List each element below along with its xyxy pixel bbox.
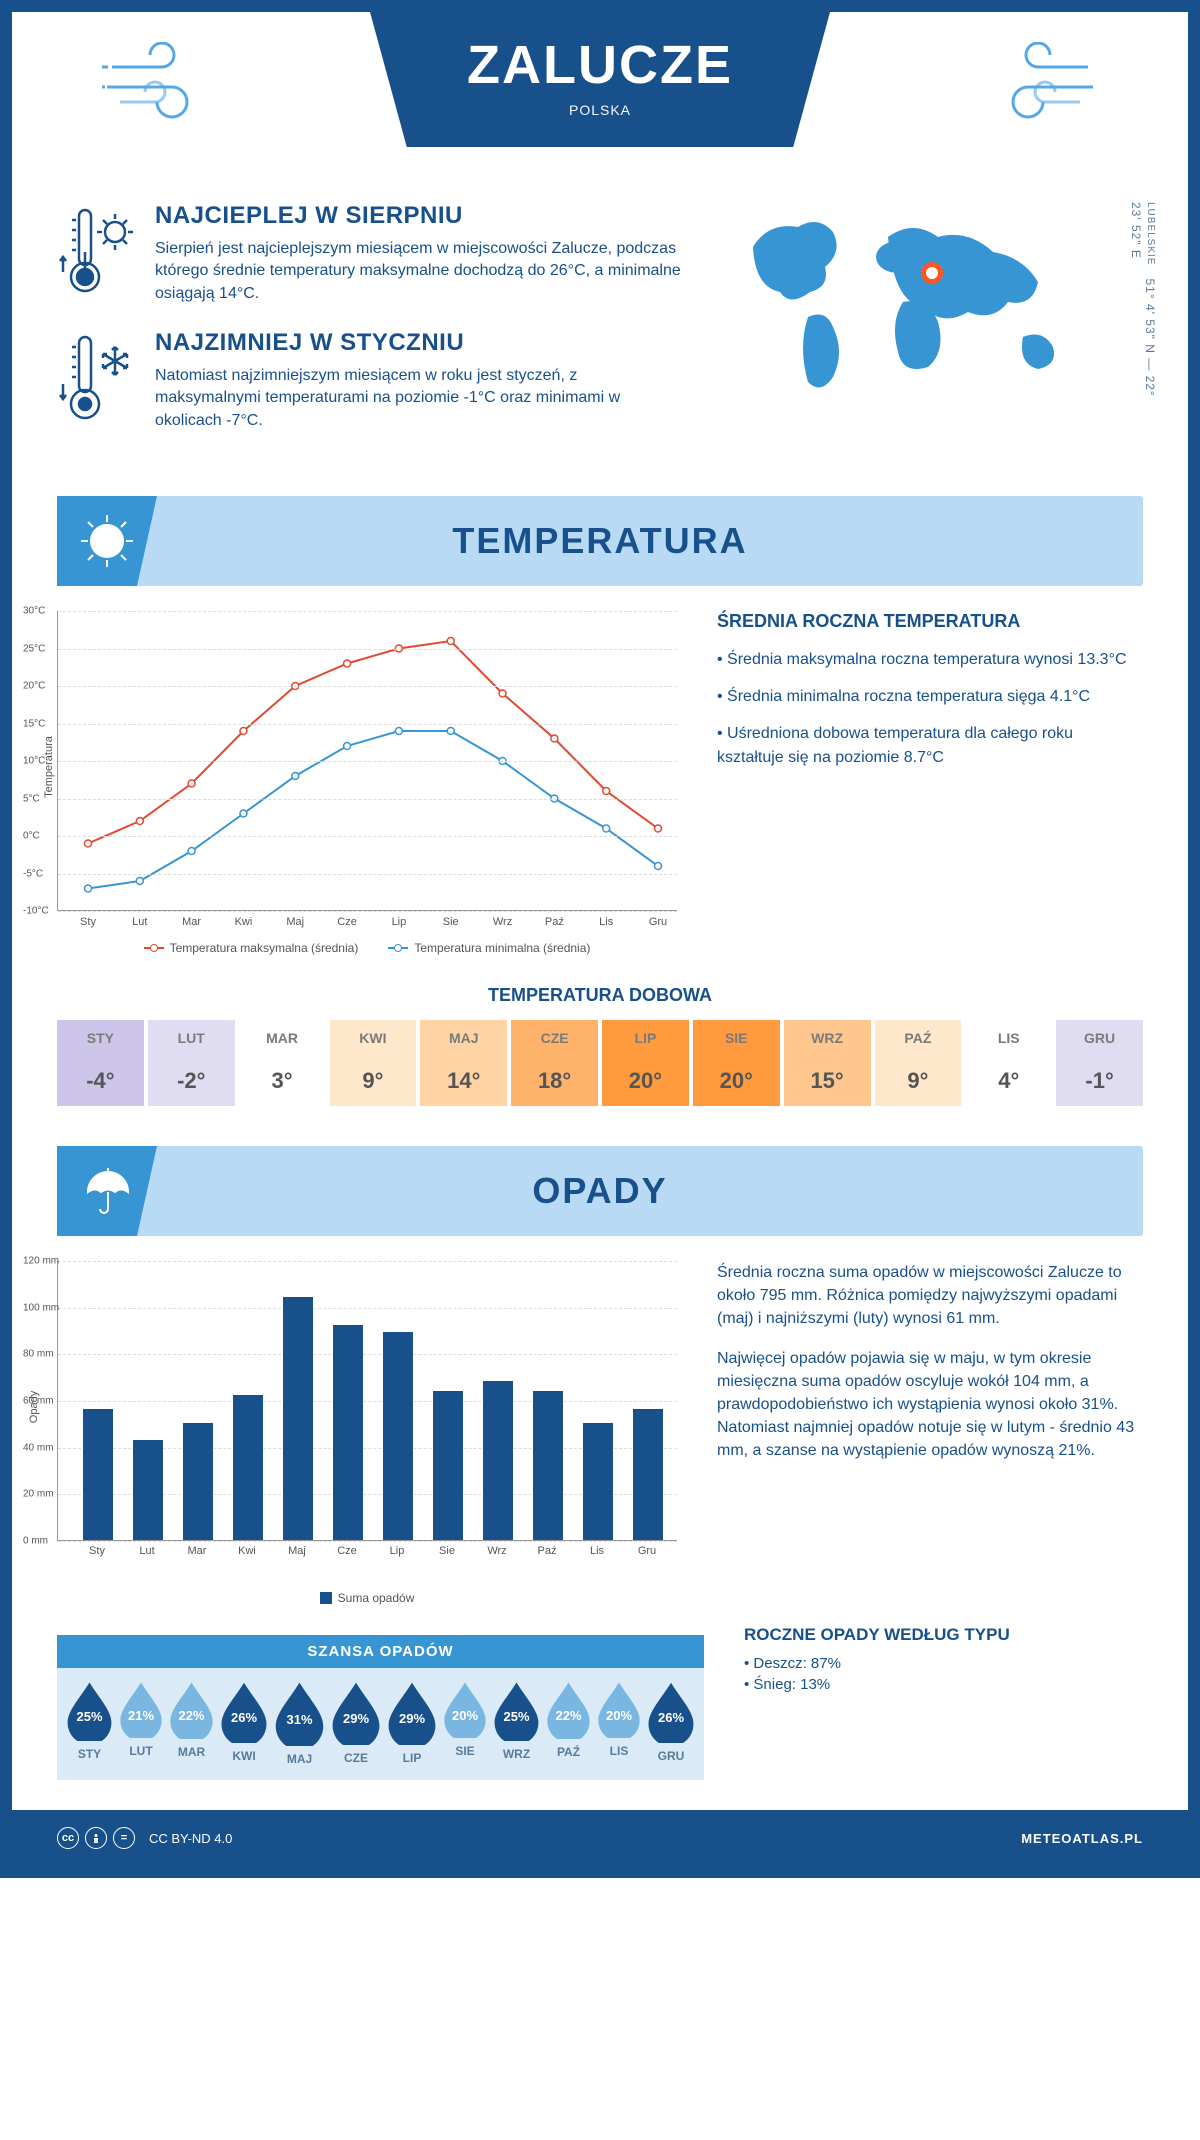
intro-row: NAJCIEPLEJ W SIERPNIU Sierpień jest najc…	[57, 192, 1143, 486]
chance-drop: 20%LIS	[596, 1680, 642, 1766]
coldest-block: NAJZIMNIEJ W STYCZNIU Natomiast najzimni…	[57, 329, 683, 434]
daily-temp-cell: SIE20°	[693, 1020, 780, 1106]
wind-decoration-right	[988, 42, 1098, 127]
chance-drop: 29%CZE	[330, 1680, 382, 1766]
section-temperature-title: TEMPERATURA	[452, 520, 747, 562]
license-block: cc = CC BY-ND 4.0	[57, 1827, 232, 1849]
precip-bar	[483, 1381, 513, 1540]
temp-summary-heading: ŚREDNIA ROCZNA TEMPERATURA	[717, 611, 1143, 632]
chance-drop: 22%MAR	[168, 1680, 215, 1766]
precip-bar	[533, 1391, 563, 1540]
precip-bar	[383, 1332, 413, 1540]
warmest-block: NAJCIEPLEJ W SIERPNIU Sierpień jest najc…	[57, 202, 683, 307]
country-label: POLSKA	[370, 102, 830, 118]
temperature-legend: Temperatura maksymalna (średnia) Tempera…	[57, 941, 677, 955]
thermometer-snow-icon	[57, 329, 137, 434]
precip-type-heading: ROCZNE OPADY WEDŁUG TYPU	[744, 1625, 1143, 1645]
world-map-block: LUBELSKIE 51° 4' 53" N — 22° 23' 52" E	[723, 202, 1143, 456]
temperature-summary: ŚREDNIA ROCZNA TEMPERATURA • Średnia mak…	[717, 611, 1143, 955]
coldest-title: NAJZIMNIEJ W STYCZNIU	[155, 329, 683, 357]
temp-bullet: • Średnia maksymalna roczna temperatura …	[717, 648, 1143, 671]
coordinates: LUBELSKIE 51° 4' 53" N — 22° 23' 52" E	[1129, 202, 1157, 402]
coldest-text: Natomiast najzimniejszym miesiącem w rok…	[155, 365, 683, 432]
world-map	[723, 202, 1103, 402]
section-precip-title: OPADY	[532, 1170, 667, 1212]
daily-temp-cell: STY-4°	[57, 1020, 144, 1106]
chance-drop: 20%SIE	[442, 1680, 488, 1766]
umbrella-icon	[57, 1146, 157, 1236]
daily-temp-cell: LIS4°	[965, 1020, 1052, 1106]
daily-temp-cell: MAR3°	[239, 1020, 326, 1106]
warmest-text: Sierpień jest najcieplejszym miesiącem w…	[155, 238, 683, 305]
location-marker-icon	[921, 262, 943, 284]
sun-icon	[57, 496, 157, 586]
chance-drop: 26%GRU	[646, 1680, 696, 1766]
precip-bar	[433, 1391, 463, 1540]
title-banner: ZALUCZE POLSKA	[370, 12, 830, 147]
cc-icon: cc	[57, 1827, 79, 1849]
site-label: METEOATLAS.PL	[1021, 1831, 1143, 1846]
daily-temp-cell: LUT-2°	[148, 1020, 235, 1106]
daily-temp-cell: LIP20°	[602, 1020, 689, 1106]
chance-drop: 22%PAŹ	[545, 1680, 592, 1766]
precip-bar	[183, 1423, 213, 1540]
section-precip-banner: OPADY	[57, 1146, 1143, 1236]
chance-title: SZANSA OPADÓW	[57, 1635, 704, 1668]
precip-bar	[283, 1297, 313, 1540]
section-temperature-banner: TEMPERATURA	[57, 496, 1143, 586]
wind-decoration-left	[102, 42, 212, 127]
warmest-title: NAJCIEPLEJ W SIERPNIU	[155, 202, 683, 230]
precip-by-type: ROCZNE OPADY WEDŁUG TYPU • Deszcz: 87% •…	[744, 1625, 1143, 1697]
precip-bar	[233, 1395, 263, 1540]
by-icon	[85, 1827, 107, 1849]
chance-drop: 25%STY	[65, 1680, 114, 1766]
daily-temp-cell: WRZ15°	[784, 1020, 871, 1106]
daily-temp-cell: KWI9°	[330, 1020, 417, 1106]
chance-drop: 29%LIP	[386, 1680, 438, 1766]
precip-bar	[583, 1423, 613, 1540]
footer: cc = CC BY-ND 4.0 METEOATLAS.PL	[12, 1810, 1188, 1866]
nd-icon: =	[113, 1827, 135, 1849]
precip-bar	[133, 1440, 163, 1540]
thermometer-sun-icon	[57, 202, 137, 307]
precip-bar	[633, 1409, 663, 1540]
chance-drop: 26%KWI	[219, 1680, 269, 1766]
license-text: CC BY-ND 4.0	[149, 1831, 232, 1846]
daily-temp-cell: CZE18°	[511, 1020, 598, 1106]
daily-temp-cell: PAŹ9°	[875, 1020, 962, 1106]
daily-temp-cell: MAJ14°	[420, 1020, 507, 1106]
location-title: ZALUCZE	[370, 34, 830, 96]
daily-temp-title: TEMPERATURA DOBOWA	[57, 985, 1143, 1006]
chance-drop: 21%LUT	[118, 1680, 164, 1766]
temp-bullet: • Średnia minimalna roczna temperatura s…	[717, 685, 1143, 708]
precip-chance-box: SZANSA OPADÓW 25%STY21%LUT22%MAR26%KWI31…	[57, 1635, 704, 1780]
daily-temp-table: STY-4°LUT-2°MAR3°KWI9°MAJ14°CZE18°LIP20°…	[57, 1020, 1143, 1106]
precip-bar	[333, 1325, 363, 1540]
precip-bar	[83, 1409, 113, 1540]
precip-legend: Suma opadów	[57, 1591, 677, 1605]
temperature-line-chart: Temperatura -10°C-5°C0°C5°C10°C15°C20°C2…	[57, 611, 677, 955]
daily-temp-cell: GRU-1°	[1056, 1020, 1143, 1106]
precipitation-bar-chart: Opady 0 mm20 mm40 mm60 mm80 mm100 mm120 …	[57, 1261, 677, 1605]
chance-drop: 25%WRZ	[492, 1680, 541, 1766]
chance-drop: 31%MAJ	[273, 1680, 326, 1766]
temp-bullet: • Uśredniona dobowa temperatura dla całe…	[717, 722, 1143, 768]
precip-summary: Średnia roczna suma opadów w miejscowośc…	[717, 1261, 1143, 1605]
header: ZALUCZE POLSKA	[57, 12, 1143, 192]
